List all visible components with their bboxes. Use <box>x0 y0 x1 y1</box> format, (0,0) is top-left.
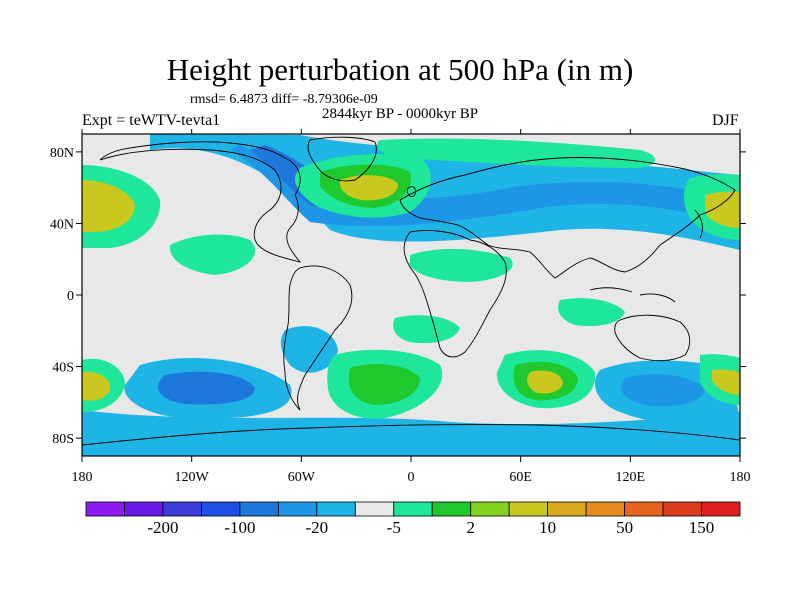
coast-indonesia <box>589 287 676 303</box>
colorbar-swatch <box>547 501 587 517</box>
plot-title: Height perturbation at 500 hPa (in m) <box>166 52 634 87</box>
coast-uk <box>407 186 417 197</box>
coast-antarctica <box>82 424 740 446</box>
lon-tick-label: 180 <box>72 470 93 485</box>
coast-africa <box>403 229 507 358</box>
lon-tick-label: 120W <box>175 470 210 485</box>
lat-tick-label: 40S <box>52 361 74 376</box>
coast-japan <box>694 209 703 239</box>
contour-pos-pacific-east-core <box>705 191 740 228</box>
colorbar-swatch <box>239 501 279 517</box>
colorbar-swatch <box>662 501 702 517</box>
coast-greenland <box>307 136 377 182</box>
contour-pos-north-america-peak <box>339 175 398 201</box>
lon-tick-label: 180 <box>730 470 751 485</box>
colorbar <box>85 501 741 517</box>
colorbar-label: -100 <box>224 518 255 537</box>
colorbar-swatch <box>393 501 433 517</box>
period-label: 2844kyr BP - 0000kyr BP <box>322 106 479 122</box>
height-perturbation-field <box>82 134 740 456</box>
colorbar-swatch <box>201 501 241 517</box>
colorbar-swatch <box>162 501 202 517</box>
contour-pos-arctic <box>376 138 655 168</box>
season-label: DJF <box>712 112 739 129</box>
colorbar-labels: -200 -100 -20 -5 2 10 50 150 <box>147 518 714 537</box>
latitude-axis: 80N 40N 0 40S 80S <box>50 146 746 447</box>
coast-australia <box>614 314 691 362</box>
contour-pos-southeast-pacific-core <box>712 369 740 395</box>
lon-tick-label: 120E <box>616 470 646 485</box>
coast-europe-asia <box>399 157 736 279</box>
lon-tick-label: 60E <box>509 470 532 485</box>
colorbar-label: -20 <box>305 518 328 537</box>
coast-south-america <box>283 265 353 411</box>
contour-pos-south-atlantic-core <box>348 364 420 405</box>
colorbar-label: 50 <box>616 518 633 537</box>
colorbar-label: 150 <box>689 518 715 537</box>
colorbar-swatch <box>701 501 741 517</box>
colorbar-swatch <box>277 501 318 517</box>
colorbar-swatch <box>470 501 510 517</box>
contour-pos-north-africa <box>410 248 513 282</box>
lat-tick-label: 0 <box>67 289 74 304</box>
contour-pos-south-indian-peak <box>527 370 563 394</box>
colorbar-label: -5 <box>387 518 401 537</box>
colorbar-label: -200 <box>147 518 178 537</box>
contour-pos-tropical-pacific <box>169 234 256 275</box>
longitude-axis: 180 120W 60W 0 60E 120E 180 <box>72 129 751 485</box>
colorbar-swatch <box>124 501 164 517</box>
colorbar-swatch <box>85 501 125 517</box>
contour-pos-pacific-west-core <box>82 180 135 232</box>
colorbar-swatch <box>354 501 395 517</box>
experiment-label: Expt = teWTV-tevta1 <box>82 112 221 129</box>
stats-line: rmsd= 6.4873 diff= -8.79306e-09 <box>190 92 378 107</box>
colorbar-label: 10 <box>539 518 556 537</box>
lat-tick-label: 80S <box>52 432 74 447</box>
colorbar-swatch <box>624 501 664 517</box>
contour-neg-antarctic <box>82 410 740 456</box>
lon-tick-label: 0 <box>408 470 415 485</box>
contour-neg-south-pacific-core <box>157 371 255 405</box>
lat-tick-label: 80N <box>50 146 74 161</box>
coast-north-america <box>99 141 302 263</box>
colorbar-label: 2 <box>466 518 475 537</box>
coastlines <box>82 136 740 446</box>
contour-neg-indian-core <box>621 374 705 407</box>
contour-pos-tropical-atlantic <box>393 315 460 344</box>
lat-tick-label: 40N <box>50 217 74 232</box>
colorbar-swatch <box>508 501 549 517</box>
contour-pos-tropical-indian <box>558 298 625 327</box>
colorbar-swatch <box>431 501 472 517</box>
colorbar-swatch <box>316 501 356 517</box>
contour-neg-south-atlantic <box>280 326 338 373</box>
colorbar-swatch <box>585 501 625 517</box>
lon-tick-label: 60W <box>288 470 316 485</box>
contour-pos-southwest-pacific-core <box>82 371 111 401</box>
